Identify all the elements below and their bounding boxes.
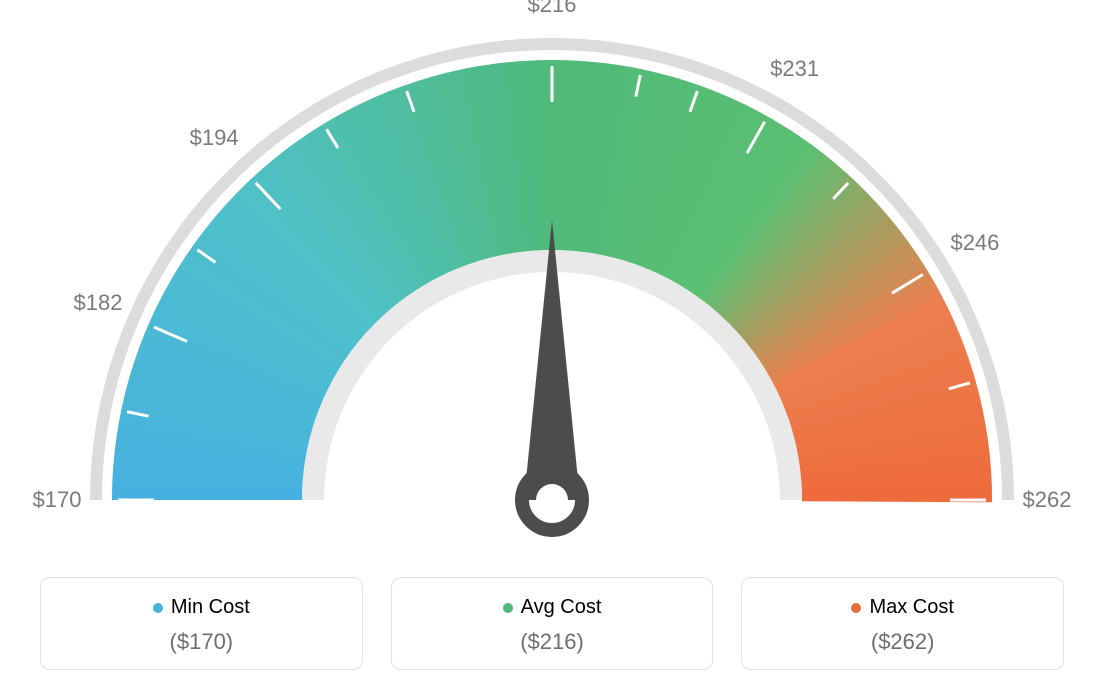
dot-icon (153, 603, 163, 613)
legend-value-avg: ($216) (402, 629, 703, 655)
legend-title-min: Min Cost (153, 596, 250, 619)
gauge-svg (0, 0, 1104, 560)
legend-card-avg: Avg Cost ($216) (391, 577, 714, 670)
legend-title-text: Avg Cost (521, 596, 602, 619)
dot-icon (503, 603, 513, 613)
legend-card-max: Max Cost ($262) (741, 577, 1064, 670)
legend-title-text: Max Cost (869, 596, 953, 619)
gauge-tick-label: $194 (190, 125, 239, 151)
legend-value-min: ($170) (51, 629, 352, 655)
gauge-tick-label: $246 (950, 230, 999, 256)
gauge-tick-label: $231 (770, 56, 819, 82)
legend-value-max: ($262) (752, 629, 1053, 655)
legend-row: Min Cost ($170) Avg Cost ($216) Max Cost… (40, 577, 1064, 670)
chart-container: $170 $182 $194 $216 $231 $246 $262 Min Cost ($… (0, 0, 1104, 690)
dot-icon (851, 603, 861, 613)
gauge-tick-label: $216 (528, 0, 577, 18)
gauge-tick-label: $182 (73, 290, 122, 316)
gauge-chart: $170 $182 $194 $216 $231 $246 $262 (0, 0, 1104, 560)
legend-title-max: Max Cost (851, 596, 953, 619)
legend-title-text: Min Cost (171, 596, 250, 619)
legend-title-avg: Avg Cost (503, 596, 602, 619)
gauge-tick-label: $262 (1023, 487, 1072, 513)
gauge-tick-label: $170 (33, 487, 82, 513)
legend-card-min: Min Cost ($170) (40, 577, 363, 670)
